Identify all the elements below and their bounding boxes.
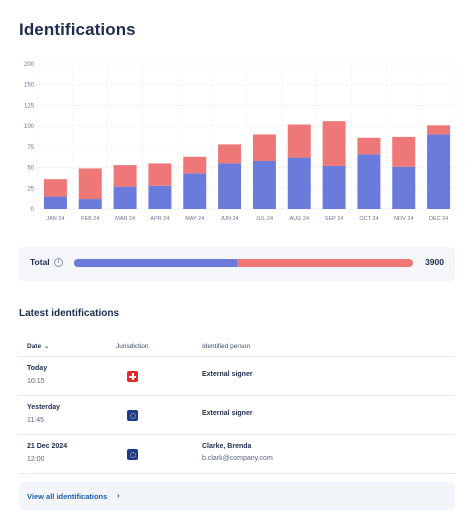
view-all-identifications-link[interactable]: View all identifications › [19, 482, 455, 510]
total-progress-bar [74, 259, 413, 267]
y-tick-label: 200 [24, 62, 35, 68]
date-cell: Yesterday 11:45 [27, 404, 60, 424]
y-tick-label: 75 [27, 145, 34, 151]
row-date: Today [27, 365, 48, 372]
person-name: External signer [202, 410, 253, 417]
x-tick-label: MAR 24 [115, 216, 135, 222]
latest-identifications-table: Date ⌄ Jurisdiction Identified person Tod… [19, 335, 455, 474]
bar-segment [218, 163, 242, 209]
latest-identifications-title: Latest identifications [19, 308, 120, 319]
bar-segment [357, 137, 381, 155]
bar-segment [392, 136, 416, 167]
bar-segment [113, 165, 137, 187]
row-time: 10:15 [27, 378, 45, 385]
person-cell: External signer [202, 410, 253, 417]
date-cell: 21 Dec 2024 12:00 [27, 443, 67, 463]
y-tick-label: 25 [27, 186, 34, 192]
bar-segment [322, 121, 346, 166]
bar-segment [43, 179, 67, 197]
column-header-date[interactable]: Date ⌄ [27, 343, 50, 350]
date-cell: Today 10:15 [27, 365, 47, 385]
switzerland-flag-icon [127, 371, 138, 382]
info-icon[interactable]: i [54, 258, 63, 267]
x-tick-label: APR 24 [150, 216, 169, 222]
column-header-identified-person: Identified person [202, 343, 251, 350]
y-tick-label: 50 [27, 166, 34, 172]
x-tick-label: OCT 24 [359, 216, 378, 222]
bar-segment [183, 156, 207, 174]
y-tick-label: 150 [24, 83, 35, 89]
total-card: Total i 3900 [19, 247, 455, 281]
person-name: External signer [202, 371, 253, 378]
row-date: Yesterday [27, 404, 61, 411]
x-tick-label: DEC 24 [429, 216, 448, 222]
bar-segment [252, 134, 276, 161]
x-tick-label: MAY 24 [185, 216, 204, 222]
bar-segment [287, 124, 311, 158]
x-tick-label: NOV 24 [394, 216, 414, 222]
chevron-right-icon: › [117, 491, 120, 500]
bar-segment [218, 144, 242, 164]
person-name: Clarke, Brenda [202, 443, 252, 450]
bar-segment [183, 173, 207, 209]
page-title: Identifications [19, 20, 136, 39]
x-tick-label: AUG 24 [289, 216, 309, 222]
person-email: b.clark@company.com [202, 455, 273, 462]
x-tick-label: JAN 24 [46, 216, 64, 222]
y-tick-label: 100 [24, 124, 35, 130]
bar-segment [43, 196, 67, 209]
bar-segment [322, 165, 346, 209]
total-value: 3900 [425, 257, 444, 267]
bar-segment [78, 168, 102, 200]
row-date: 21 Dec 2024 [27, 443, 68, 450]
bar-segment [392, 166, 416, 209]
row-time: 12:00 [27, 456, 45, 463]
person-cell: External signer [202, 371, 253, 378]
bar-segment [113, 186, 137, 209]
view-all-label: View all identifications [27, 492, 108, 501]
bar-segment [148, 163, 172, 186]
x-tick-label: FEB 24 [81, 216, 99, 222]
table-row[interactable]: Today 10:15 External signer [19, 357, 455, 396]
row-time: 11:45 [27, 417, 44, 424]
table-header: Date ⌄ Jurisdiction Identified person [19, 335, 455, 357]
eu-flag-icon [127, 410, 138, 421]
bar-segment [427, 125, 451, 135]
bar-segment [427, 134, 451, 209]
x-tick-label: JUL 24 [256, 216, 273, 222]
bar-segment [148, 185, 172, 209]
bar-segment [287, 157, 311, 209]
x-tick-label: SEP 24 [325, 216, 344, 222]
bar-segment [357, 154, 381, 209]
total-label: Total [30, 257, 50, 267]
column-header-jurisdiction: Jurisdiction [116, 343, 149, 350]
y-tick-label: 0 [31, 207, 35, 213]
chevron-down-icon: ⌄ [44, 344, 50, 350]
person-cell: Clarke, Brenda b.clark@company.com [202, 443, 273, 462]
table-row[interactable]: 21 Dec 2024 12:00 Clarke, Brenda b.clark… [19, 435, 455, 474]
total-progress-fill [74, 259, 237, 267]
bar-segment [78, 199, 102, 209]
table-row[interactable]: Yesterday 11:45 External signer [19, 396, 455, 435]
bar-segment [252, 160, 276, 209]
x-tick-label: JUN 24 [220, 216, 238, 222]
eu-flag-icon [127, 449, 138, 460]
identifications-bar-chart: 0 25 50 75 100 125 150 200 JAN 24 FEB 24 MAR 24 APR… [24, 62, 457, 222]
y-tick-label: 125 [24, 103, 35, 109]
